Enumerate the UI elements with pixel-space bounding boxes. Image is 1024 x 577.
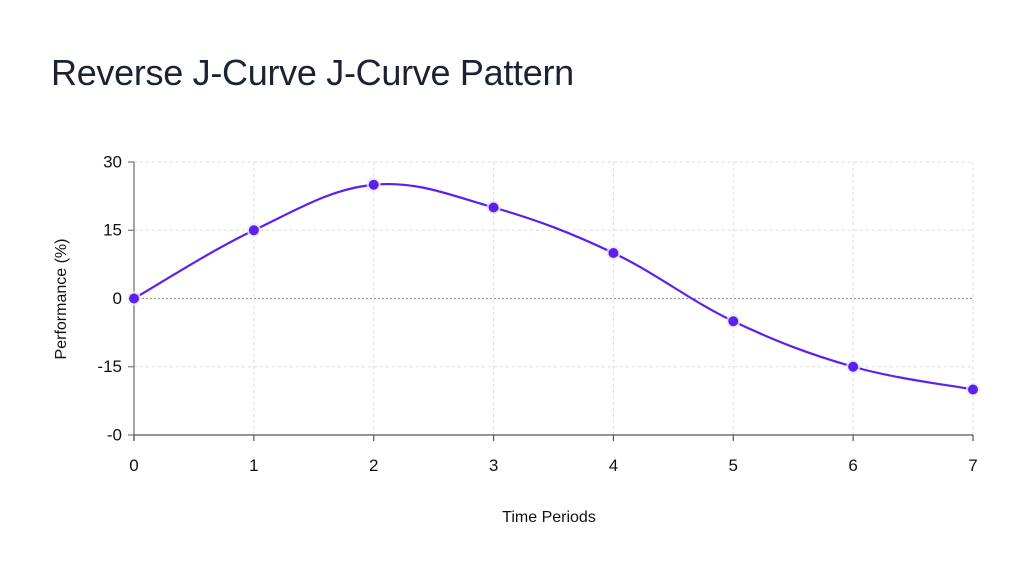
data-point <box>368 179 379 190</box>
data-point <box>248 225 259 236</box>
x-tick-label: 7 <box>968 456 977 475</box>
x-tick-label: 0 <box>129 456 138 475</box>
data-point <box>129 293 139 304</box>
y-axis-label: Performance (%) <box>53 239 70 360</box>
data-point <box>488 202 499 213</box>
data-point <box>968 384 978 395</box>
y-tick-label: 0 <box>113 289 122 308</box>
y-tick-label: 30 <box>103 152 122 171</box>
axes <box>133 162 973 441</box>
data-point <box>728 316 739 327</box>
x-axis-label: Time Periods <box>502 509 596 526</box>
x-tick-label: 4 <box>609 456 618 475</box>
chart-title: Reverse J-Curve J-Curve Pattern <box>51 52 574 93</box>
x-axis-ticks: 0 1 2 3 4 5 6 7 <box>129 435 978 475</box>
data-points <box>127 177 980 397</box>
y-tick-label: -15 <box>97 357 122 376</box>
x-tick-label: 1 <box>249 456 258 475</box>
performance-line <box>133 183 974 391</box>
data-point <box>608 248 619 258</box>
y-tick-label: 15 <box>103 221 122 240</box>
x-tick-label: 2 <box>369 456 378 475</box>
x-tick-label: 3 <box>489 456 498 475</box>
x-tick-label: 6 <box>848 456 857 475</box>
data-point <box>848 361 859 372</box>
x-tick-label: 5 <box>729 456 738 475</box>
y-tick-label: -0 <box>107 425 122 444</box>
